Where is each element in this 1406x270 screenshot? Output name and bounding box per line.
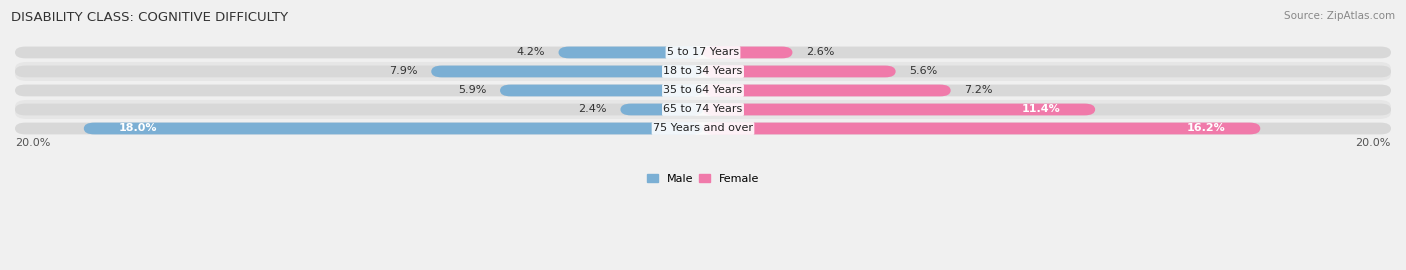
FancyBboxPatch shape: [15, 85, 1391, 96]
Text: 2.4%: 2.4%: [578, 104, 606, 114]
FancyBboxPatch shape: [15, 104, 1391, 115]
Text: 20.0%: 20.0%: [15, 138, 51, 148]
FancyBboxPatch shape: [15, 123, 1391, 134]
Text: 65 to 74 Years: 65 to 74 Years: [664, 104, 742, 114]
FancyBboxPatch shape: [84, 123, 703, 134]
Text: 35 to 64 Years: 35 to 64 Years: [664, 86, 742, 96]
FancyBboxPatch shape: [558, 46, 703, 58]
FancyBboxPatch shape: [703, 46, 793, 58]
FancyBboxPatch shape: [15, 46, 1391, 58]
Text: 16.2%: 16.2%: [1187, 123, 1226, 133]
FancyBboxPatch shape: [703, 66, 896, 77]
Text: DISABILITY CLASS: COGNITIVE DIFFICULTY: DISABILITY CLASS: COGNITIVE DIFFICULTY: [11, 11, 288, 24]
Text: 4.2%: 4.2%: [516, 48, 544, 58]
FancyBboxPatch shape: [15, 43, 1391, 62]
FancyBboxPatch shape: [703, 123, 1260, 134]
FancyBboxPatch shape: [15, 66, 1391, 77]
Text: 7.9%: 7.9%: [389, 66, 418, 76]
FancyBboxPatch shape: [703, 104, 1095, 115]
Text: 5.6%: 5.6%: [910, 66, 938, 76]
FancyBboxPatch shape: [15, 62, 1391, 81]
Text: 20.0%: 20.0%: [1355, 138, 1391, 148]
Text: Source: ZipAtlas.com: Source: ZipAtlas.com: [1284, 11, 1395, 21]
FancyBboxPatch shape: [15, 119, 1391, 138]
Text: 18.0%: 18.0%: [118, 123, 156, 133]
Text: 2.6%: 2.6%: [806, 48, 835, 58]
FancyBboxPatch shape: [620, 104, 703, 115]
FancyBboxPatch shape: [15, 81, 1391, 100]
FancyBboxPatch shape: [501, 85, 703, 96]
FancyBboxPatch shape: [15, 100, 1391, 119]
FancyBboxPatch shape: [432, 66, 703, 77]
Text: 5 to 17 Years: 5 to 17 Years: [666, 48, 740, 58]
Legend: Male, Female: Male, Female: [647, 174, 759, 184]
Text: 18 to 34 Years: 18 to 34 Years: [664, 66, 742, 76]
FancyBboxPatch shape: [703, 85, 950, 96]
Text: 7.2%: 7.2%: [965, 86, 993, 96]
Text: 75 Years and over: 75 Years and over: [652, 123, 754, 133]
Text: 5.9%: 5.9%: [458, 86, 486, 96]
Text: 11.4%: 11.4%: [1022, 104, 1060, 114]
